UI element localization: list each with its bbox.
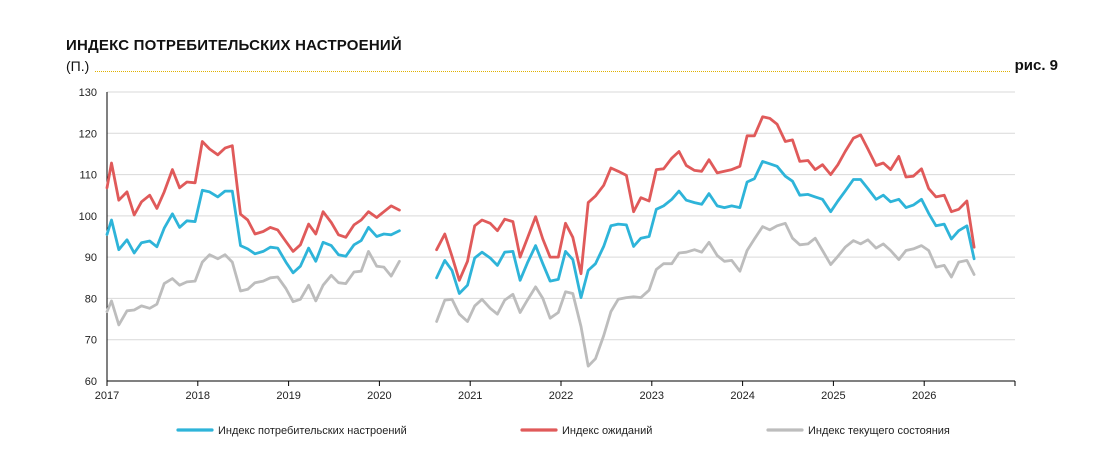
figure-label: рис. 9	[1014, 57, 1058, 74]
y-tick-label: 70	[85, 335, 97, 347]
series-line-2	[105, 140, 401, 253]
gridlines	[107, 91, 1015, 341]
axes: 60 70 80 90 100 110 120 130 2017 2018 2019 2020 2021…	[79, 87, 1016, 402]
chart-title: ИНДЕКС ПОТРЕБИТЕЛЬСКИХ НАСТРОЕНИЙ	[66, 37, 402, 54]
x-tick-label: 2022	[549, 390, 573, 402]
series-line-2	[435, 115, 976, 282]
y-tick-label: 100	[79, 211, 97, 223]
legend-label: Индекс текущего состояния	[808, 425, 950, 437]
legend: Индекс потребительских настроений Индекс …	[176, 425, 950, 437]
chart-unit-label: (П.)	[66, 58, 90, 74]
y-tick-label: 130	[79, 87, 97, 99]
x-tick-label: 2020	[367, 390, 391, 402]
x-tick-label: 2026	[912, 390, 936, 402]
x-tick-label: 2018	[186, 390, 210, 402]
series-line-3	[105, 249, 401, 327]
y-tick-label: 110	[79, 170, 97, 182]
x-tick-label: 2023	[640, 390, 664, 402]
series-line-1	[435, 159, 976, 300]
series-line-3	[435, 221, 976, 368]
x-tick-label: 2021	[458, 390, 482, 402]
x-tick-label: 2019	[276, 390, 300, 402]
y-tick-label: 60	[85, 376, 97, 388]
header-dotted-rule	[95, 71, 1010, 72]
legend-label: Индекс потребительских настроений	[218, 425, 407, 437]
y-tick-label: 80	[85, 293, 97, 305]
x-tick-label: 2017	[95, 390, 119, 402]
series-lines	[105, 115, 976, 368]
y-tick-label: 90	[85, 252, 97, 264]
x-tick-label: 2025	[821, 390, 845, 402]
x-tick-label: 2024	[730, 390, 754, 402]
legend-label: Индекс ожиданий	[562, 425, 652, 437]
y-tick-label: 120	[79, 128, 97, 140]
series-line-1	[105, 188, 401, 275]
